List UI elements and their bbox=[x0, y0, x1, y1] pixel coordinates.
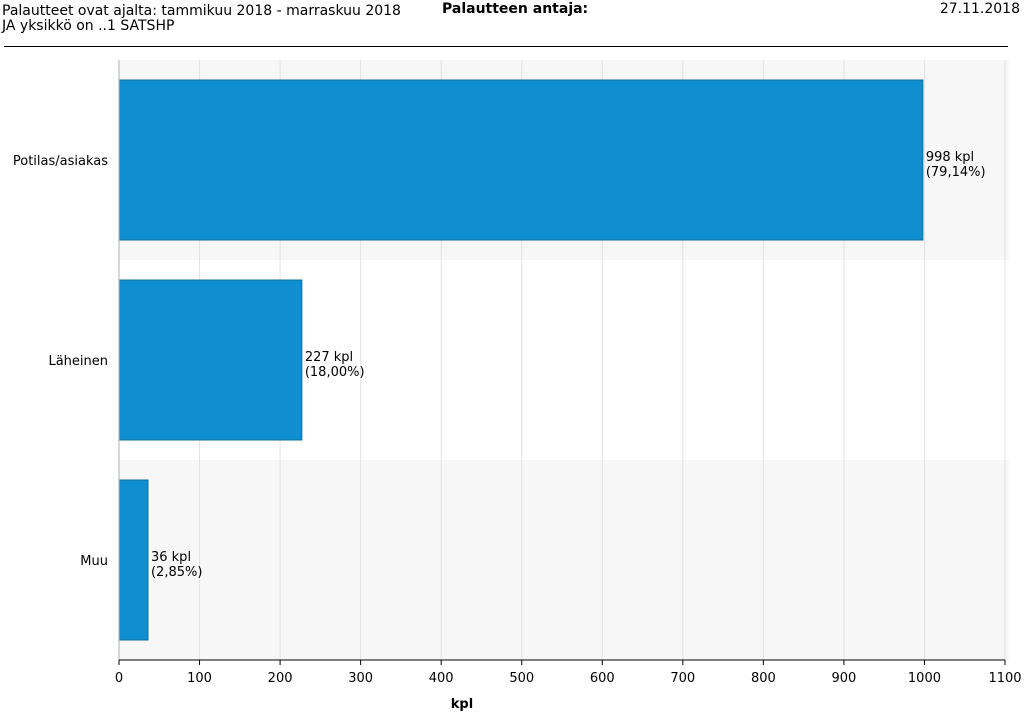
bars bbox=[118, 79, 924, 641]
axes bbox=[118, 60, 1006, 665]
data-label-percent: (79,14%) bbox=[926, 165, 986, 180]
x-axis-title: kpl bbox=[451, 697, 473, 712]
data-label-percent: (2,85%) bbox=[151, 565, 202, 580]
category-band bbox=[119, 460, 1009, 660]
category-label: Läheinen bbox=[48, 354, 108, 369]
x-tick-label: 500 bbox=[509, 671, 534, 686]
bar bbox=[118, 479, 149, 641]
x-tick-label: 900 bbox=[831, 671, 856, 686]
chart-heading: Palautteen antaja: bbox=[442, 1, 589, 17]
x-tick-label: 100 bbox=[187, 671, 212, 686]
bar-chart: 0 100 200 300 400 500 600 700 800 900 1000 1100 Poti… bbox=[13, 60, 1022, 712]
x-tick-label: 300 bbox=[348, 671, 373, 686]
data-label-percent: (18,00%) bbox=[305, 365, 365, 380]
report-date: 27.11.2018 bbox=[939, 1, 1020, 17]
unit-text: JA yksikkö on ..1 SATSHP bbox=[2, 18, 175, 34]
data-label-count: 227 kpl bbox=[305, 350, 353, 365]
bar bbox=[118, 79, 924, 241]
category-label: Muu bbox=[80, 554, 108, 569]
x-tick-label: 1100 bbox=[988, 671, 1021, 686]
header-divider bbox=[4, 46, 1008, 47]
x-tick-label: 800 bbox=[751, 671, 776, 686]
x-tick-label: 400 bbox=[429, 671, 454, 686]
category-label: Potilas/asiakas bbox=[13, 154, 108, 169]
bar bbox=[118, 279, 303, 441]
data-label-count: 998 kpl bbox=[926, 150, 974, 165]
labels: 0 100 200 300 400 500 600 700 800 900 1000 1100 Poti… bbox=[13, 150, 1022, 712]
x-tick-label: 200 bbox=[268, 671, 293, 686]
x-tick-label: 600 bbox=[590, 671, 615, 686]
x-tick-label: 0 bbox=[115, 671, 123, 686]
x-tick-label: 700 bbox=[670, 671, 695, 686]
data-label-count: 36 kpl bbox=[151, 550, 191, 565]
period-text: Palautteet ovat ajalta: tammikuu 2018 - … bbox=[2, 3, 401, 19]
report-header-left: Palautteet ovat ajalta: tammikuu 2018 - … bbox=[2, 4, 401, 34]
x-tick-label: 1000 bbox=[908, 671, 941, 686]
